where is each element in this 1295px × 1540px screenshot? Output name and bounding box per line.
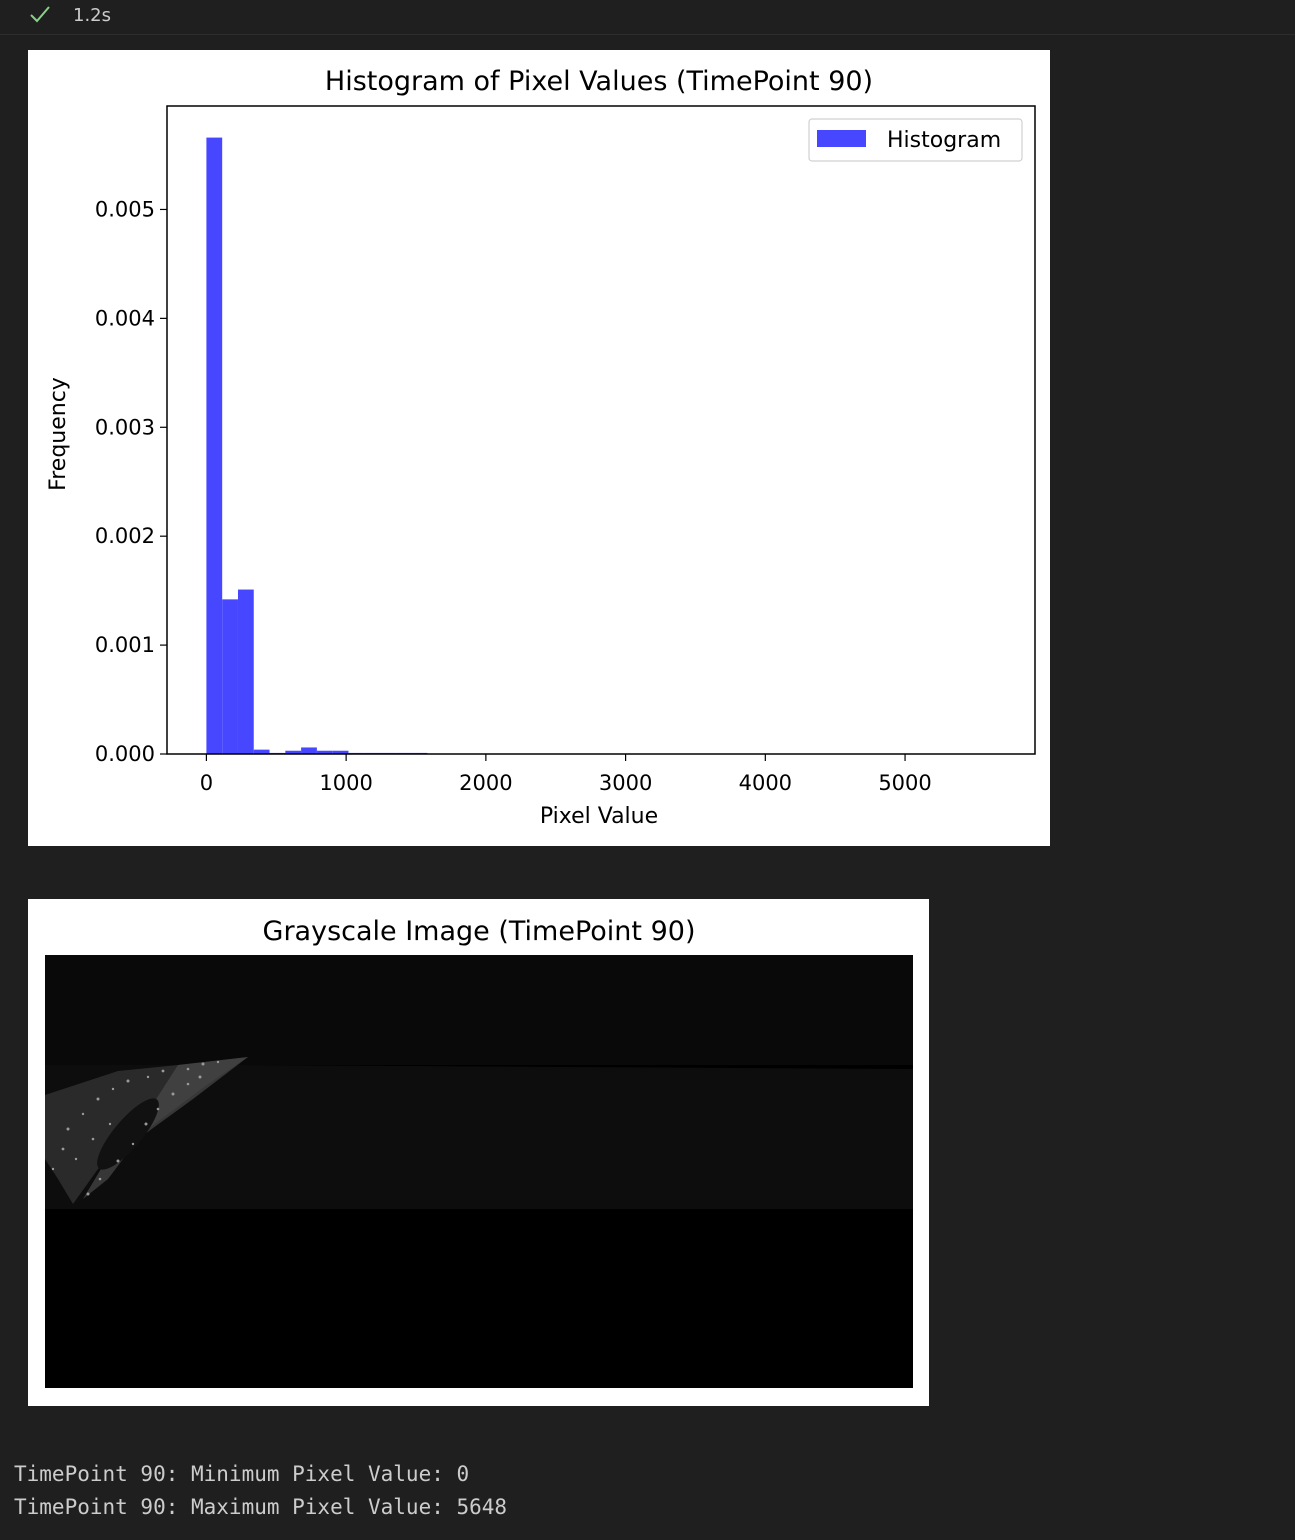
grayscale-image [45, 955, 913, 1388]
cell-status-bar: 1.2s [0, 0, 1295, 35]
y-tick-label: 0.001 [95, 633, 155, 657]
legend-label: Histogram [887, 128, 1001, 153]
y-axis-label: Frequency [46, 377, 71, 491]
y-tick-label: 0.000 [95, 742, 155, 766]
execution-time: 1.2s [73, 5, 112, 26]
histogram-bars [206, 137, 428, 754]
x-axis-ticks: 0 1000 2000 3000 4000 5000 [200, 754, 932, 795]
histogram-bar [222, 599, 238, 754]
legend-frame [808, 118, 1023, 162]
histogram-bar [206, 137, 223, 754]
x-tick-label: 5000 [878, 771, 931, 795]
y-tick-label: 0.004 [95, 306, 155, 330]
histogram-chart: Histogram of Pixel Values (TimePoint 90)… [46, 66, 1036, 829]
histogram-figure: Histogram of Pixel Values (TimePoint 90)… [28, 50, 1050, 846]
y-tick-label: 0.002 [95, 524, 155, 548]
grayscale-figure: Grayscale Image (TimePoint 90) [28, 899, 929, 1406]
legend: Histogram [808, 118, 1023, 162]
x-tick-label: 0 [200, 771, 213, 795]
x-tick-label: 1000 [319, 771, 372, 795]
histogram-bar [253, 749, 270, 754]
output-max-line: TimePoint 90: Maximum Pixel Value: 5648 [14, 1495, 508, 1519]
x-tick-label: 2000 [459, 771, 512, 795]
x-tick-label: 3000 [599, 771, 652, 795]
histogram-bar [332, 750, 349, 754]
histogram-bar [301, 747, 317, 754]
image-title: Grayscale Image (TimePoint 90) [263, 916, 696, 947]
x-tick-label: 4000 [739, 771, 792, 795]
grayscale-chart: Grayscale Image (TimePoint 90) [45, 916, 913, 1388]
output-min-line: TimePoint 90: Minimum Pixel Value: 0 [14, 1462, 470, 1486]
histogram-bar [285, 750, 302, 754]
check-icon [30, 6, 50, 23]
histogram-bar [316, 750, 333, 754]
y-axis-ticks: 0.000 0.001 0.002 0.003 0.004 0.005 [95, 197, 167, 766]
histogram-bar [237, 589, 254, 754]
x-axis-label: Pixel Value [540, 804, 658, 829]
chart-title: Histogram of Pixel Values (TimePoint 90) [325, 66, 873, 97]
y-tick-label: 0.005 [95, 197, 155, 221]
plot-frame [166, 105, 1036, 755]
y-tick-label: 0.003 [95, 415, 155, 439]
legend-swatch [817, 130, 866, 147]
